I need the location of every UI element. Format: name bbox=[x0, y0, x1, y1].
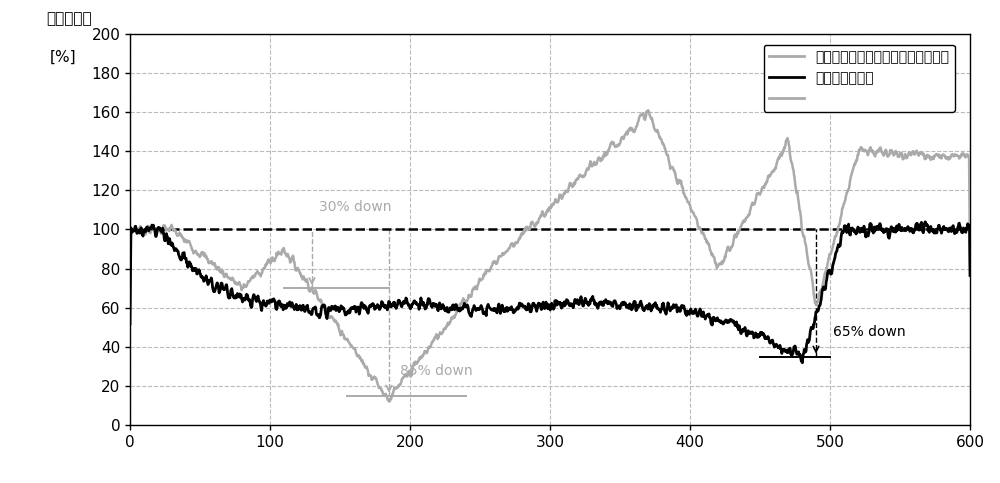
Legend: 不同胶含量的衬垫产品在温度影响下, 载体推出力曲线, : 不同胶含量的衬垫产品在温度影响下, 载体推出力曲线, bbox=[764, 44, 955, 112]
Text: 30% down: 30% down bbox=[319, 200, 392, 214]
Text: [%]: [%] bbox=[50, 49, 77, 64]
Text: 65% down: 65% down bbox=[833, 325, 905, 339]
Text: 85% down: 85% down bbox=[400, 364, 473, 378]
Text: 载体推出力: 载体推出力 bbox=[46, 11, 92, 26]
